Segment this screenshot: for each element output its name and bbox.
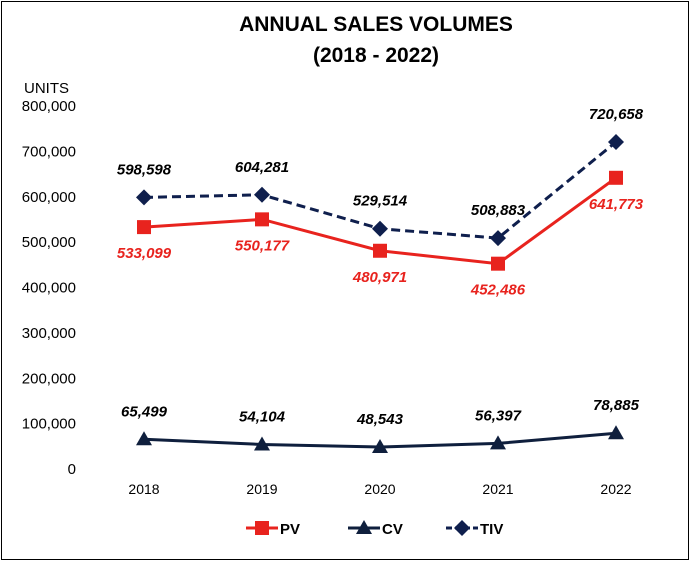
y-tick-label: 800,000 — [22, 98, 76, 115]
data-label-tiv: 604,281 — [235, 159, 289, 176]
data-label-cv: 78,885 — [593, 397, 640, 414]
chart-subtitle: (2018 - 2022) — [313, 44, 439, 67]
data-label-pv: 480,971 — [352, 269, 407, 286]
x-tick-label: 2019 — [246, 481, 277, 497]
y-tick-label: 400,000 — [22, 280, 76, 297]
legend-label: CV — [382, 521, 403, 538]
y-tick-label: 200,000 — [22, 370, 76, 387]
data-label-cv: 48,543 — [356, 411, 404, 428]
data-label-pv: 533,099 — [117, 245, 172, 262]
chart-title: ANNUAL SALES VOLUMES — [239, 13, 513, 36]
data-label-tiv: 529,514 — [353, 193, 408, 210]
marker-cv — [136, 431, 152, 446]
y-tick-label: 500,000 — [22, 234, 76, 251]
marker-tiv — [254, 186, 270, 203]
marker-tiv — [136, 189, 152, 206]
data-label-pv: 641,773 — [589, 196, 644, 213]
marker-pv — [137, 220, 151, 235]
series-tiv: 598,598 604,281 529,514 508,883 720,658 — [117, 106, 644, 247]
marker-cv — [372, 438, 388, 453]
y-tick-label: 300,000 — [22, 325, 76, 342]
marker-tiv — [372, 220, 388, 237]
series-cv: 65,499 54,104 48,543 56,397 78,885 — [121, 397, 640, 453]
data-label-cv: 56,397 — [475, 407, 522, 424]
data-label-tiv: 720,658 — [589, 106, 644, 123]
x-tick-label: 2018 — [128, 481, 159, 497]
y-axis-label: UNITS — [24, 80, 69, 97]
data-label-cv: 54,104 — [239, 408, 286, 425]
marker-tiv — [490, 230, 506, 247]
legend-item-pv: PV — [246, 521, 300, 538]
marker-cv — [254, 436, 270, 451]
marker-pv — [373, 243, 387, 258]
marker-pv — [609, 170, 623, 185]
marker-cv — [608, 425, 624, 440]
legend-label: PV — [280, 521, 300, 538]
y-tick-label: 700,000 — [22, 143, 76, 160]
marker-pv — [491, 256, 505, 271]
legend-marker — [454, 520, 470, 536]
x-tick-label: 2020 — [364, 481, 395, 497]
data-label-tiv: 598,598 — [117, 161, 172, 178]
y-tick-label: 100,000 — [22, 416, 76, 433]
legend-item-cv: CV — [348, 520, 403, 538]
marker-tiv — [608, 134, 624, 151]
data-label-cv: 65,499 — [121, 403, 168, 420]
x-tick-label: 2021 — [482, 481, 513, 497]
y-tick-label: 0 — [68, 461, 76, 478]
x-tick-label: 2022 — [600, 481, 631, 497]
legend-marker — [356, 520, 372, 534]
data-label-pv: 452,486 — [470, 282, 526, 299]
y-tick-label: 600,000 — [22, 189, 76, 206]
legend-label: TIV — [480, 521, 503, 538]
data-label-pv: 550,177 — [235, 237, 290, 254]
data-label-tiv: 508,883 — [471, 202, 526, 219]
series-pv: 533,099 550,177 480,971 452,486 641,773 — [117, 170, 644, 299]
marker-cv — [490, 435, 506, 450]
legend-item-tiv: TIV — [446, 520, 503, 538]
marker-pv — [255, 212, 269, 227]
legend-marker — [255, 521, 269, 535]
